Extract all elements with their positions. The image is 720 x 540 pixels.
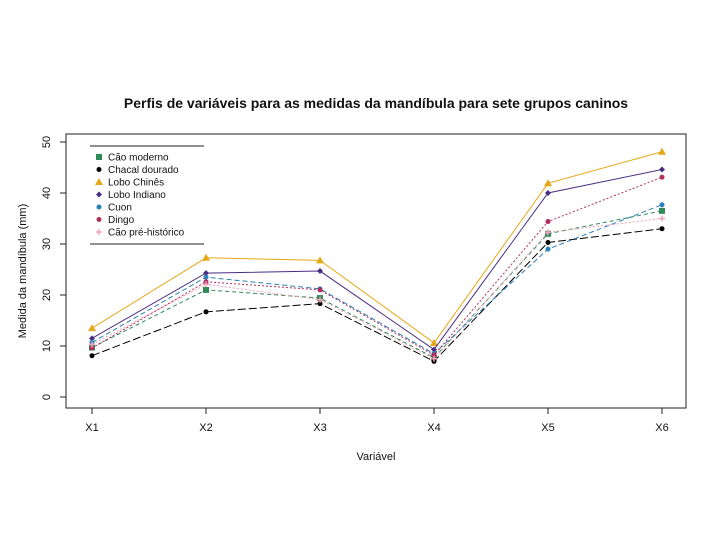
data-point [659, 215, 665, 222]
data-point [545, 246, 551, 252]
x-tick-label: X5 [541, 422, 554, 434]
x-axis-label: Variável [357, 451, 396, 463]
data-point [203, 309, 209, 315]
data-point [317, 287, 323, 293]
series-line [91, 151, 663, 344]
series-Cão pré-histórico [89, 215, 665, 362]
data-point [659, 226, 665, 232]
data-point [317, 296, 323, 303]
legend-marker [96, 154, 102, 160]
y-tick-label: 0 [41, 394, 53, 400]
data-point [431, 352, 437, 358]
data-point [659, 207, 665, 214]
data-point [431, 355, 437, 362]
data-point [317, 268, 323, 275]
legend-label: Cuon [108, 203, 132, 214]
legend-marker [96, 229, 102, 235]
data-point [203, 274, 209, 280]
data-point [317, 301, 323, 307]
data-point [659, 174, 665, 180]
y-axis-label: Medida da mandíbula (mm) [17, 204, 29, 339]
legend-label: Lobo Indiano [108, 190, 166, 201]
data-point [202, 253, 210, 261]
chart-title: Perfis de variáveis para as medidas da m… [124, 95, 628, 111]
x-tick-label: X2 [199, 422, 212, 434]
series-Lobo Chinês [88, 147, 666, 346]
series-line [91, 204, 663, 355]
series-Chacal dourado [89, 226, 665, 364]
legend-marker [96, 191, 102, 198]
axes: X1 X2 X3 X4 X5 X6 0 10 20 30 40 50 [41, 136, 669, 434]
data-point [658, 147, 666, 155]
data-point [544, 179, 552, 187]
series-line [91, 176, 663, 356]
series-line [91, 228, 663, 362]
data-point [545, 239, 551, 245]
data-point [659, 202, 665, 208]
y-tick-label: 50 [41, 136, 53, 148]
series-Cuon [89, 202, 665, 357]
series-line [91, 218, 663, 360]
x-tick-label: X4 [427, 422, 440, 434]
data-point [659, 166, 665, 173]
y-tick-label: 40 [41, 187, 53, 199]
data-point [431, 346, 437, 353]
legend-label: Cão moderno [108, 153, 169, 164]
y-tick-label: 20 [41, 289, 53, 301]
data-point [89, 335, 95, 342]
data-point [89, 353, 95, 359]
series-Dingo [89, 174, 665, 358]
y-tick-label: 30 [41, 238, 53, 250]
x-tick-label: X6 [655, 422, 668, 434]
series-Lobo Indiano [89, 166, 665, 353]
legend-marker [96, 204, 102, 210]
data-point [89, 341, 95, 348]
legend-label: Lobo Chinês [108, 178, 164, 189]
legend-label: Dingo [108, 215, 135, 226]
data-point [203, 270, 209, 277]
series-line [91, 169, 663, 351]
data-point [89, 345, 95, 351]
legend-label: Chacal dourado [108, 165, 179, 176]
data-point [545, 219, 551, 225]
legend-marker [96, 167, 102, 172]
legend-label: Cão pré-histórico [108, 228, 185, 239]
x-tick-label: X3 [313, 422, 326, 434]
series-group [88, 147, 666, 364]
data-point [203, 286, 209, 293]
legend-marker [96, 217, 102, 222]
y-tick-label: 10 [41, 340, 53, 352]
data-point [430, 338, 438, 346]
data-point [88, 324, 96, 332]
data-point [545, 190, 551, 196]
data-point [316, 256, 324, 264]
x-tick-label: X1 [85, 422, 98, 434]
data-point [203, 281, 209, 288]
series-line [91, 210, 663, 359]
data-point [545, 229, 551, 236]
legend-marker [95, 178, 103, 185]
